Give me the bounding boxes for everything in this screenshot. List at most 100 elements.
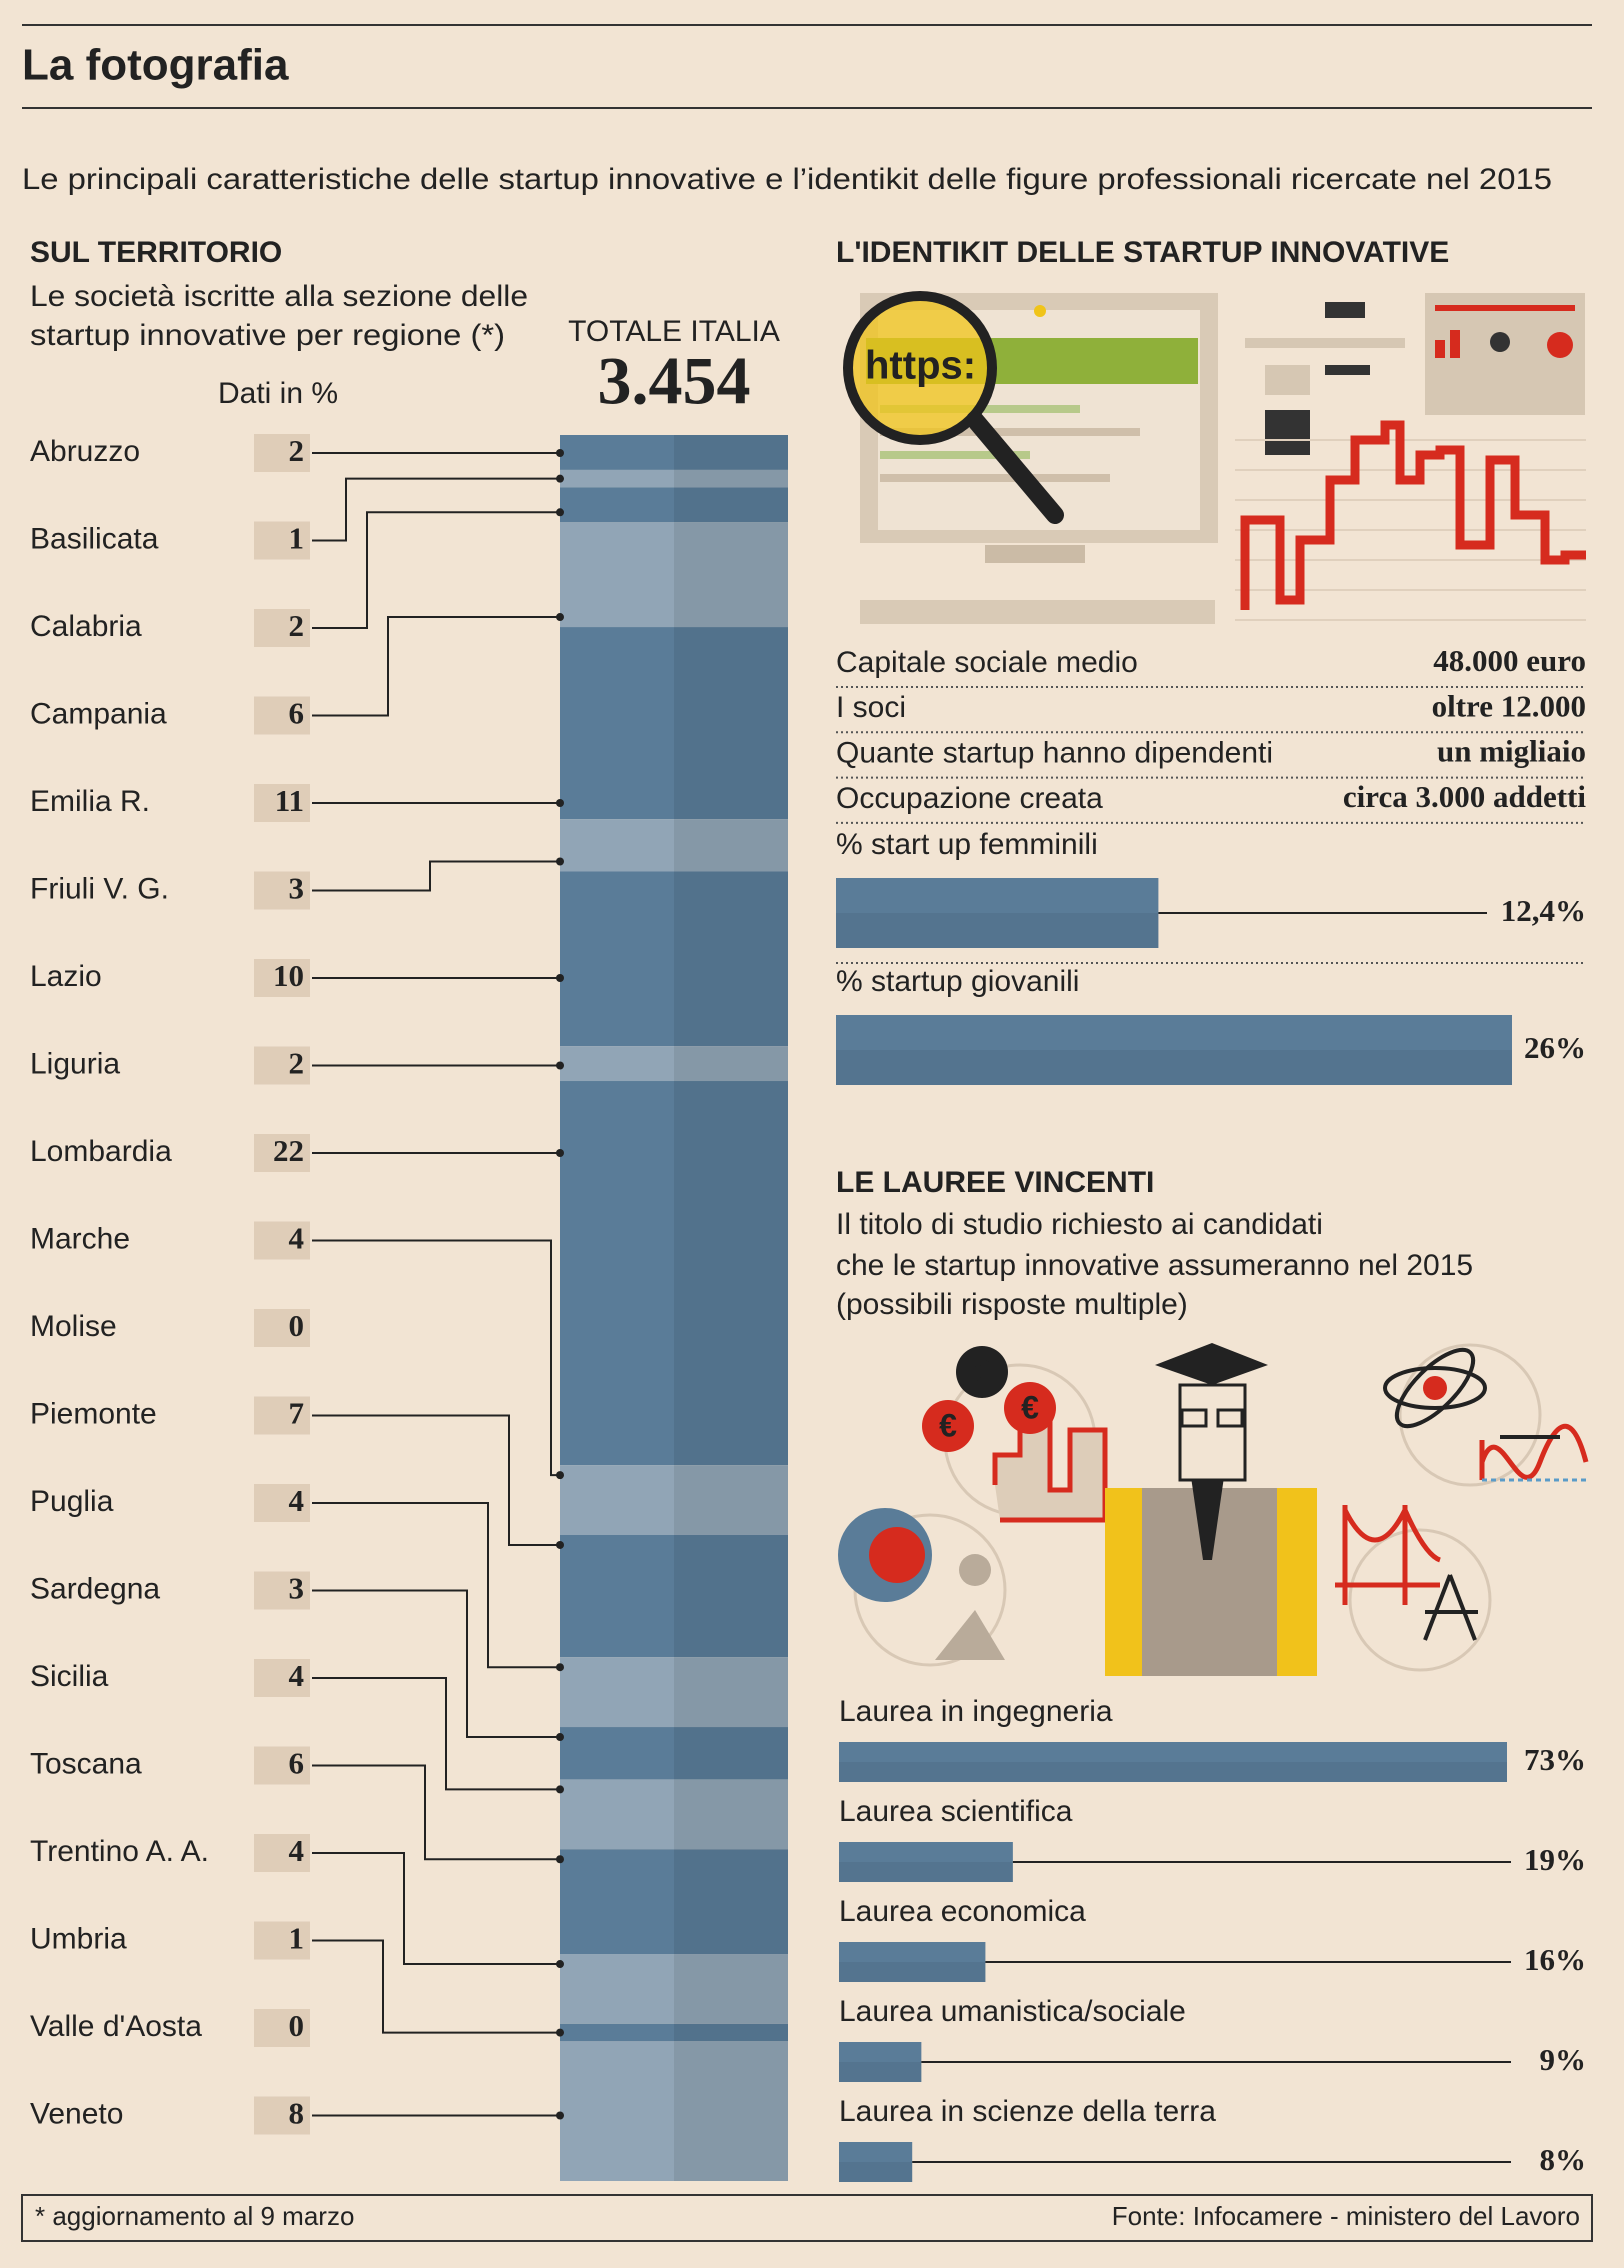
graduate-tie — [1190, 1470, 1225, 1560]
illustration-line — [992, 1417, 1108, 1523]
bar-label: Laurea in ingegneria — [839, 1695, 1113, 1728]
column-shade — [674, 1534, 788, 1658]
region-label: Campania — [30, 697, 167, 730]
smoke — [959, 1554, 991, 1586]
value-box — [254, 609, 310, 647]
leader-line — [312, 1764, 560, 1861]
region-label: Friuli V. G. — [30, 872, 169, 905]
column-segment — [560, 1465, 788, 1535]
region-label: Lazio — [30, 960, 102, 993]
leader-dot — [556, 1149, 564, 1157]
value-box — [254, 434, 310, 472]
column-shade — [674, 1465, 788, 1535]
bar-label: % startup giovanili — [836, 965, 1079, 998]
region-label: Trentino A. A. — [30, 1835, 209, 1868]
leader-dot — [556, 2111, 564, 2120]
total-caption: TOTALE ITALIA — [568, 315, 780, 348]
bar — [839, 2142, 913, 2182]
leader-dot — [556, 449, 564, 457]
leader-line — [312, 1239, 560, 1477]
fact-value: 48.000 euro — [1433, 643, 1586, 678]
column-shade — [674, 1046, 788, 1082]
section-subtitle: (possibili risposte multiple) — [836, 1288, 1188, 1321]
column-segment — [560, 1081, 788, 1466]
graduate-head — [1178, 1383, 1247, 1482]
value-box — [254, 1834, 310, 1872]
section-title: L'IDENTIKIT DELLE STARTUP INNOVATIVE — [836, 236, 1449, 269]
region-label: Lombardia — [30, 1135, 172, 1168]
monitor-stand — [985, 545, 1085, 563]
region-value: 2 — [289, 433, 305, 468]
region-label: Sicilia — [30, 1660, 109, 1693]
flow-box — [1265, 365, 1310, 395]
screen-line — [880, 428, 1140, 436]
value-box — [254, 2009, 310, 2047]
screen-line — [880, 474, 1110, 482]
column-shade — [674, 871, 788, 1047]
region-label: Veneto — [30, 2097, 123, 2130]
bar-shade — [839, 1962, 986, 1982]
bar-value: 16% — [1524, 1942, 1586, 1977]
leader-line — [312, 860, 560, 892]
column-shade — [674, 469, 788, 488]
fact-label: Occupazione creata — [836, 782, 1103, 815]
value-box — [254, 1134, 310, 1172]
footer-note: * aggiornamento al 9 marzo — [35, 2201, 354, 2231]
illustration-text: https: — [865, 344, 976, 388]
leader-line — [312, 477, 560, 542]
fact-value: un migliaio — [1437, 734, 1586, 769]
section-subtitle: che le startup innovative assumeranno ne… — [836, 1249, 1473, 1282]
bridge — [1335, 1505, 1442, 1605]
value-box — [254, 521, 310, 560]
column-segment — [560, 1534, 788, 1658]
bar-shade — [836, 1050, 1512, 1085]
bar — [839, 1942, 986, 1982]
region-value: 2 — [289, 1046, 305, 1081]
dashboard-line — [1435, 305, 1575, 311]
bar-value: 9% — [1540, 2042, 1587, 2077]
column-segment — [560, 1046, 788, 1082]
fact-value: oltre 12.000 — [1432, 688, 1586, 723]
coin — [1004, 1382, 1056, 1434]
column-segment — [560, 469, 788, 488]
column-segment — [560, 1954, 788, 2024]
wave — [1479, 1423, 1589, 1480]
flow-box — [1245, 338, 1405, 348]
graduate-glasses — [1180, 1408, 1208, 1428]
bar — [839, 2042, 922, 2082]
column-segment — [560, 2023, 788, 2042]
leader-dot — [556, 1540, 564, 1549]
column-segment — [560, 627, 788, 820]
leader-dot — [556, 508, 564, 517]
column-segment — [560, 2041, 788, 2181]
leader-line — [312, 1852, 560, 1966]
volcano — [935, 1610, 1005, 1660]
bar-shade — [839, 1762, 1507, 1782]
bar-value: 73% — [1524, 1742, 1586, 1777]
leader-line — [312, 1414, 560, 1546]
region-value: 4 — [289, 1658, 305, 1693]
leader-dot — [556, 1663, 564, 1672]
value-box — [254, 1746, 310, 1785]
region-value: 4 — [289, 1221, 305, 1256]
bar-shade — [839, 2162, 913, 2182]
camera — [1034, 305, 1046, 317]
leader-dot — [556, 974, 564, 982]
graduate-glasses — [1216, 1408, 1244, 1428]
region-value: 1 — [289, 1921, 305, 1956]
column-shade — [674, 1779, 788, 1850]
page-subtitle: Le principali caratteristiche delle star… — [22, 163, 1552, 196]
flow-box — [1325, 302, 1365, 318]
region-label: Valle d'Aosta — [30, 2010, 202, 2043]
dashboard-icon — [1435, 340, 1445, 358]
column-shade — [674, 627, 788, 820]
column-shade — [674, 1954, 788, 2024]
leader-dot — [556, 1733, 564, 1742]
keyboard — [860, 600, 1215, 624]
magnifier-lens — [843, 291, 997, 445]
region-value: 10 — [273, 958, 304, 993]
region-label: Umbria — [30, 1922, 127, 1955]
bar-value: 12,4% — [1501, 893, 1586, 928]
region-value: 11 — [275, 783, 304, 818]
